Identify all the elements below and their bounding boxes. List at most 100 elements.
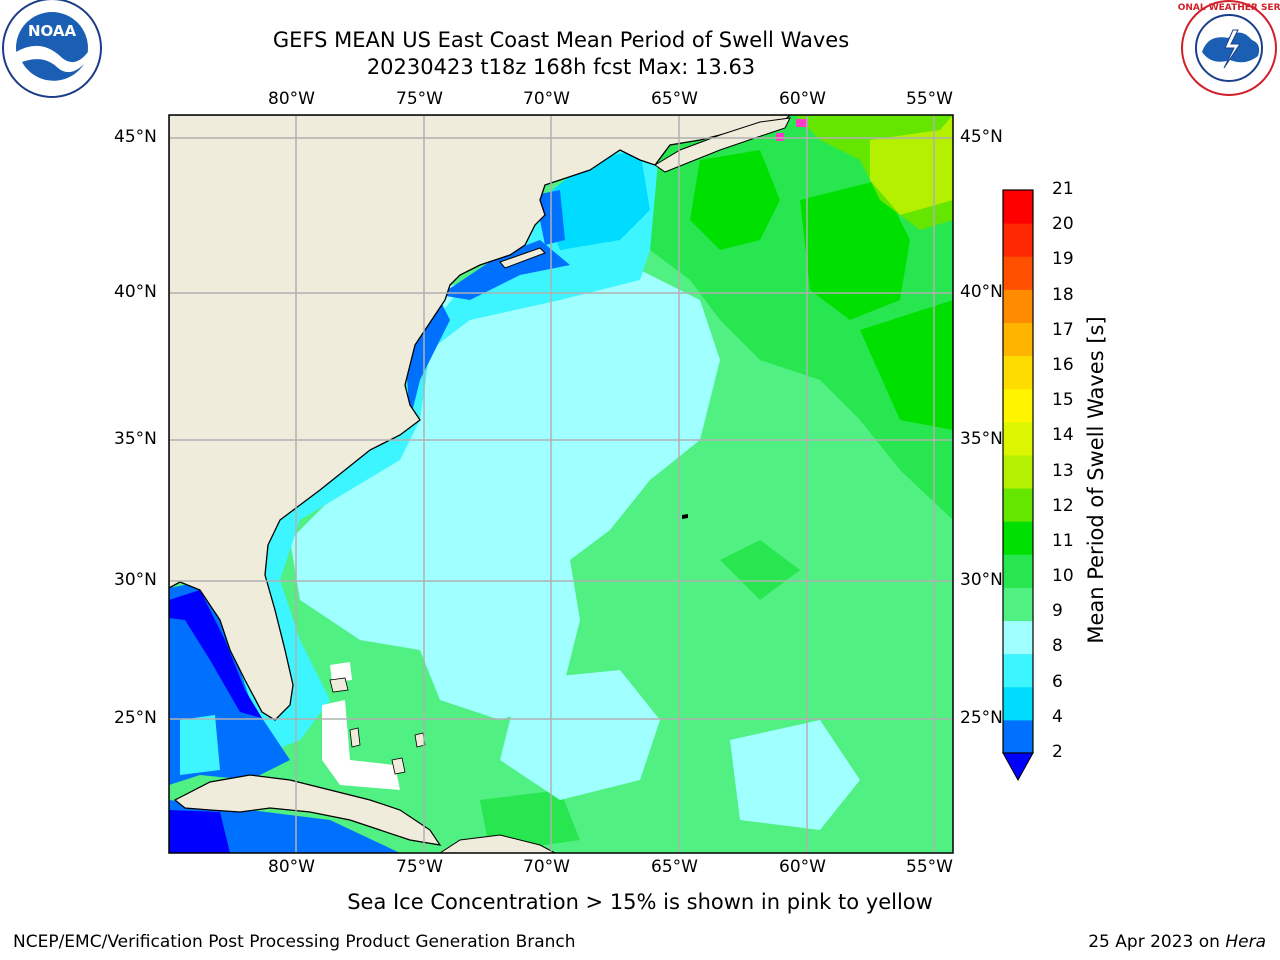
date-text: 25 Apr 2023 on (1088, 932, 1226, 952)
sea-ice-note: Sea Ice Concentration > 15% is shown in … (347, 890, 933, 914)
colorbar-bin (1003, 620, 1033, 655)
green-patch-3 (860, 300, 953, 430)
noaa-logo-text: NOAA (28, 22, 77, 40)
colorbar-frame (1002, 189, 1034, 754)
colorbar-tick: 17 (1052, 319, 1074, 340)
lightcyan-patch-south (500, 670, 660, 800)
colorbar-bin (1003, 686, 1033, 721)
lon-label-top-70w: 70°W (523, 89, 570, 109)
colorbar-bin (1003, 322, 1033, 357)
date-stamp: 25 Apr 2023 on Hera (1088, 932, 1266, 952)
title-line-1: GEFS MEAN US East Coast Mean Period of S… (272, 28, 850, 52)
colorbar-under-triangle (1002, 752, 1034, 782)
colorbar-bin (1003, 421, 1033, 456)
colorbar-tick: 19 (1052, 249, 1074, 270)
credit-text: NCEP/EMC/Verification Post Processing Pr… (13, 932, 576, 952)
colorbar-bin (1003, 289, 1033, 323)
lat-label-right-25n: 25°N (960, 708, 1003, 728)
lat-label-right-30n: 30°N (960, 570, 1003, 590)
colorbar-tick: 10 (1052, 566, 1074, 587)
green-patch-2 (800, 180, 910, 320)
colorbar-tick: 20 (1052, 214, 1074, 235)
colorbar-bin (1003, 521, 1033, 555)
colorbar-tick-labels: 2 4 6 8 9 10 11 12 13 14 15 16 17 18 19 20 21 (1040, 179, 1080, 790)
colorbar-tick: 4 (1052, 706, 1063, 727)
north-america-land (169, 115, 791, 721)
map-frame (168, 114, 954, 854)
colorbar-bin (1003, 454, 1033, 489)
colorbar-bin (1003, 256, 1033, 290)
caribbean-darkblue (169, 810, 230, 853)
blue-mid-atlantic-shelf (405, 300, 450, 420)
colorbar-tick: 14 (1052, 425, 1074, 446)
colorbar-bin (1003, 554, 1033, 588)
bahamas-island-1 (329, 677, 349, 693)
lat-label-left-45n: 45°N (114, 127, 157, 147)
colorbar-bin (1003, 719, 1033, 754)
colorbar-tick: 13 (1052, 460, 1074, 481)
lat-label-right-35n: 35°N (960, 429, 1003, 449)
bahamas-island-2 (349, 727, 361, 748)
colorbar-tick: 6 (1052, 671, 1063, 692)
bahamas-island-4 (414, 732, 426, 748)
gulf-coast-darkblue (169, 590, 262, 718)
lon-label-bottom-60w: 60°W (779, 857, 826, 877)
bahamas-bank-white (322, 700, 400, 790)
gulf-cyan-patch (180, 715, 220, 775)
lon-label-top-55w: 55°W (906, 89, 953, 109)
lat-label-right-40n: 40°N (960, 282, 1003, 302)
lon-label-top-75w: 75°W (396, 89, 443, 109)
colorbar-tick: 18 (1052, 284, 1074, 305)
lat-label-left-35n: 35°N (114, 429, 157, 449)
colorbar-label: Mean Period of Swell Waves [s] (1084, 316, 1108, 644)
colorbar-bins (1003, 190, 1033, 754)
bahamas-bank-white-2 (330, 662, 352, 682)
lon-label-bottom-75w: 75°W (396, 857, 443, 877)
host-text: Hera (1225, 932, 1266, 952)
lat-label-right-45n: 45°N (960, 127, 1003, 147)
bermuda (682, 514, 688, 519)
lat-label-left-40n: 40°N (114, 282, 157, 302)
green-patch-1 (690, 150, 780, 250)
lon-label-top-60w: 60°W (779, 89, 826, 109)
lightcyan-region (290, 260, 720, 720)
sea-ice-pink-2 (776, 133, 784, 141)
lat-label-left-30n: 30°N (114, 570, 157, 590)
green-patch-4 (720, 540, 800, 600)
lat-label-left-25n: 25°N (114, 708, 157, 728)
noaa-logo: NOAA (2, 0, 102, 98)
colorbar-tick: 2 (1052, 742, 1063, 762)
lon-label-bottom-65w: 65°W (651, 857, 698, 877)
yellow-region (870, 115, 953, 215)
title-line-2: 20230423 t18z 168h fcst Max: 13.63 (366, 55, 756, 79)
graticule (169, 115, 953, 853)
colorbar-bin (1003, 223, 1033, 257)
long-island (499, 247, 546, 269)
lightcyan-patch-east (730, 720, 860, 830)
sea-ice-pink-1 (796, 119, 808, 127)
colorbar (1002, 189, 1034, 782)
colorbar-tick: 16 (1052, 354, 1074, 375)
colorbar-bin (1003, 587, 1033, 622)
colorbar-bin (1003, 388, 1033, 423)
nws-logo-text: NATIONAL WEATHER SERVICE (1178, 3, 1280, 13)
colorbar-bin (1003, 190, 1033, 224)
nws-logo: NATIONAL WEATHER SERVICE (1178, 0, 1280, 96)
colorbar-tick: 8 (1052, 636, 1063, 657)
lon-label-top-80w: 80°W (268, 89, 315, 109)
lon-label-bottom-55w: 55°W (906, 857, 953, 877)
colorbar-bin (1003, 653, 1033, 688)
colorbar-bin (1003, 488, 1033, 522)
colorbar-tick: 12 (1052, 495, 1074, 516)
lon-label-bottom-80w: 80°W (268, 857, 315, 877)
hispaniola (439, 834, 556, 853)
colorbar-tick: 21 (1052, 179, 1074, 199)
colorbar-tick: 11 (1052, 530, 1074, 551)
lon-label-top-65w: 65°W (651, 89, 698, 109)
blue-cape-cod-bay (535, 190, 565, 245)
colorbar-tick: 15 (1052, 390, 1074, 411)
bahamas-island-3 (391, 757, 406, 775)
colorbar-bin (1003, 355, 1033, 390)
colorbar-tick: 9 (1052, 601, 1063, 622)
